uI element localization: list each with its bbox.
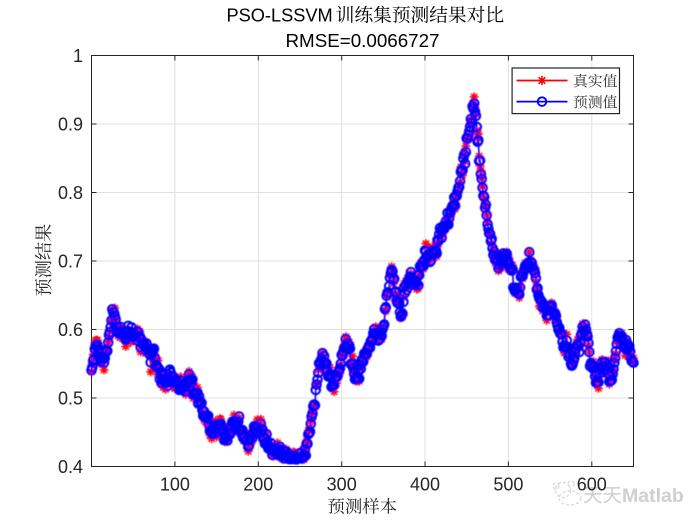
svg-text:400: 400	[410, 475, 440, 495]
svg-text:600: 600	[577, 475, 607, 495]
svg-text:500: 500	[493, 475, 523, 495]
svg-text:Matlab: Matlab	[622, 485, 684, 507]
svg-text:0.7: 0.7	[58, 251, 83, 271]
svg-text:0.9: 0.9	[58, 114, 83, 134]
svg-text:200: 200	[243, 475, 273, 495]
svg-text:0.5: 0.5	[58, 388, 83, 408]
svg-text:300: 300	[327, 475, 357, 495]
svg-text:1: 1	[73, 46, 83, 66]
svg-text:0.6: 0.6	[58, 320, 83, 340]
svg-text:PSO-LSSVM: PSO-LSSVM	[227, 6, 333, 26]
svg-text:100: 100	[160, 475, 190, 495]
svg-text:RMSE=0.0066727: RMSE=0.0066727	[285, 30, 439, 51]
svg-text:0.8: 0.8	[58, 183, 83, 203]
svg-text:0.4: 0.4	[58, 457, 83, 477]
